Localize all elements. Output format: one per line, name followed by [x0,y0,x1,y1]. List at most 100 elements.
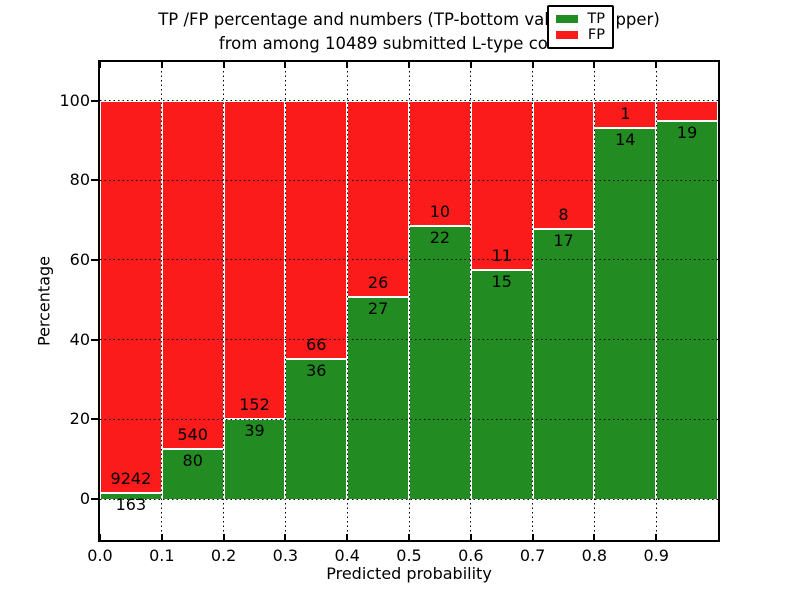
x-tick-label: 0.8 [581,546,608,565]
x-tick-mark [160,62,163,68]
bar-label-fp: 1 [620,104,631,124]
bar-segment-fp [347,100,409,296]
x-tick-mark [346,534,349,540]
x-gridline [469,62,472,540]
bar-label-tp: 15 [491,272,512,292]
bar-label-tp: 19 [676,123,698,143]
bar-segment-tp [656,120,718,499]
y-tick-label: 40 [69,329,90,349]
bar-label-fp: 66 [306,335,327,355]
bar-label-fp: 9242 [110,469,152,489]
y-gridline [100,339,718,341]
y-tick-mark [91,179,98,182]
bar-label-tp: 14 [615,130,636,150]
y-gridline [100,179,718,181]
x-gridline [531,62,534,540]
x-gridline [284,62,287,540]
fp-swatch-icon [556,31,578,39]
x-tick-label: 0.9 [643,546,669,565]
bar-label-fp: 152 [239,394,270,414]
x-tick-mark [655,62,658,68]
y-tick-label: 100 [59,90,90,110]
legend-entry-tp: TP [556,10,605,27]
x-tick-mark [408,534,410,540]
chart-title-line2: from among 10489 submitted L-type contac… [218,34,600,53]
x-tick-label: 0.0 [87,546,113,565]
bar-label-tp: 163 [115,495,147,515]
x-tick-label: 0.5 [396,546,422,565]
bar-segment-tp [594,127,657,499]
x-gridline [222,62,225,540]
x-tick-mark [655,534,658,540]
bar-segment-fp [223,100,286,418]
bar-segment-fp [470,100,533,270]
bar-segment-tp [347,295,409,499]
legend-entry-fp: FP [556,26,605,43]
bar-segment-fp [656,100,718,121]
y-tick-mark [91,498,98,500]
bar-segment-tp [470,269,533,499]
y-tick-mark [91,99,98,102]
bar-label-tp: 22 [429,228,451,248]
y-tick-label: 20 [69,409,90,429]
bar-label-fp: 540 [177,424,208,444]
x-tick-label: 0.3 [272,546,299,565]
legend: TP FP [547,5,614,49]
x-tick-mark [593,62,596,68]
chart-title-line1: TP /FP percentage and numbers (TP-bottom… [158,10,660,29]
x-tick-mark [222,534,225,540]
x-gridline [346,62,349,540]
y-tick-mark [91,258,98,261]
y-tick-label: 80 [69,170,90,190]
y-tick-mark [91,418,98,421]
y-tick-label: 0 [79,489,90,508]
x-axis-label: Predicted probability [326,564,492,583]
chart-title: TP /FP percentage and numbers (TP-bottom… [100,8,718,56]
x-tick-mark [531,534,534,540]
x-tick-mark [284,62,287,68]
bar-label-fp: 26 [367,272,389,292]
y-tick-mark [91,338,98,341]
tp-swatch-icon [556,15,578,23]
y-gridline [100,100,718,101]
y-tick-label: 60 [69,249,90,269]
x-gridline [408,62,410,540]
bar-label-tp: 36 [306,361,327,381]
plot-area: 9242 163 540 80 152 39 66 36 26 27 10 22 11 15 8 17 1 14 1… [100,62,718,540]
x-tick-label: 0.6 [458,546,484,565]
bar-segment-tp [409,225,471,499]
x-tick-label: 0.1 [149,546,175,565]
bar-segment-fp [161,100,224,448]
bar-label-fp: 11 [491,246,512,266]
bar-segment-fp [100,100,162,493]
bar-label-tp: 17 [553,231,574,251]
x-tick-mark [346,62,349,68]
x-tick-mark [284,534,287,540]
x-tick-mark [531,62,534,68]
x-tick-mark [593,534,596,540]
x-tick-mark [100,62,101,68]
bar-label-fp: 10 [429,202,451,222]
x-tick-mark [469,62,472,68]
legend-label-tp: TP [587,10,605,27]
y-gridline [100,259,718,261]
x-tick-label: 0.7 [519,546,546,565]
bar-label-tp: 27 [367,298,389,318]
x-tick-mark [100,534,101,540]
bar-label-fp: 8 [558,205,569,225]
x-tick-mark [222,62,225,68]
x-tick-label: 0.2 [210,546,237,565]
x-tick-label: 0.4 [334,546,360,565]
x-gridline [655,62,658,540]
bar-segment-tp [532,228,595,499]
y-gridline [100,418,718,420]
bar-label-tp: 80 [182,450,203,470]
x-gridline [593,62,596,540]
legend-label-fp: FP [587,26,605,43]
bar-segment-fp [285,100,348,359]
bar-label-tp: 39 [244,420,265,440]
x-tick-mark [160,534,163,540]
bar-segment-tp [285,358,348,499]
x-gridline [160,62,163,540]
